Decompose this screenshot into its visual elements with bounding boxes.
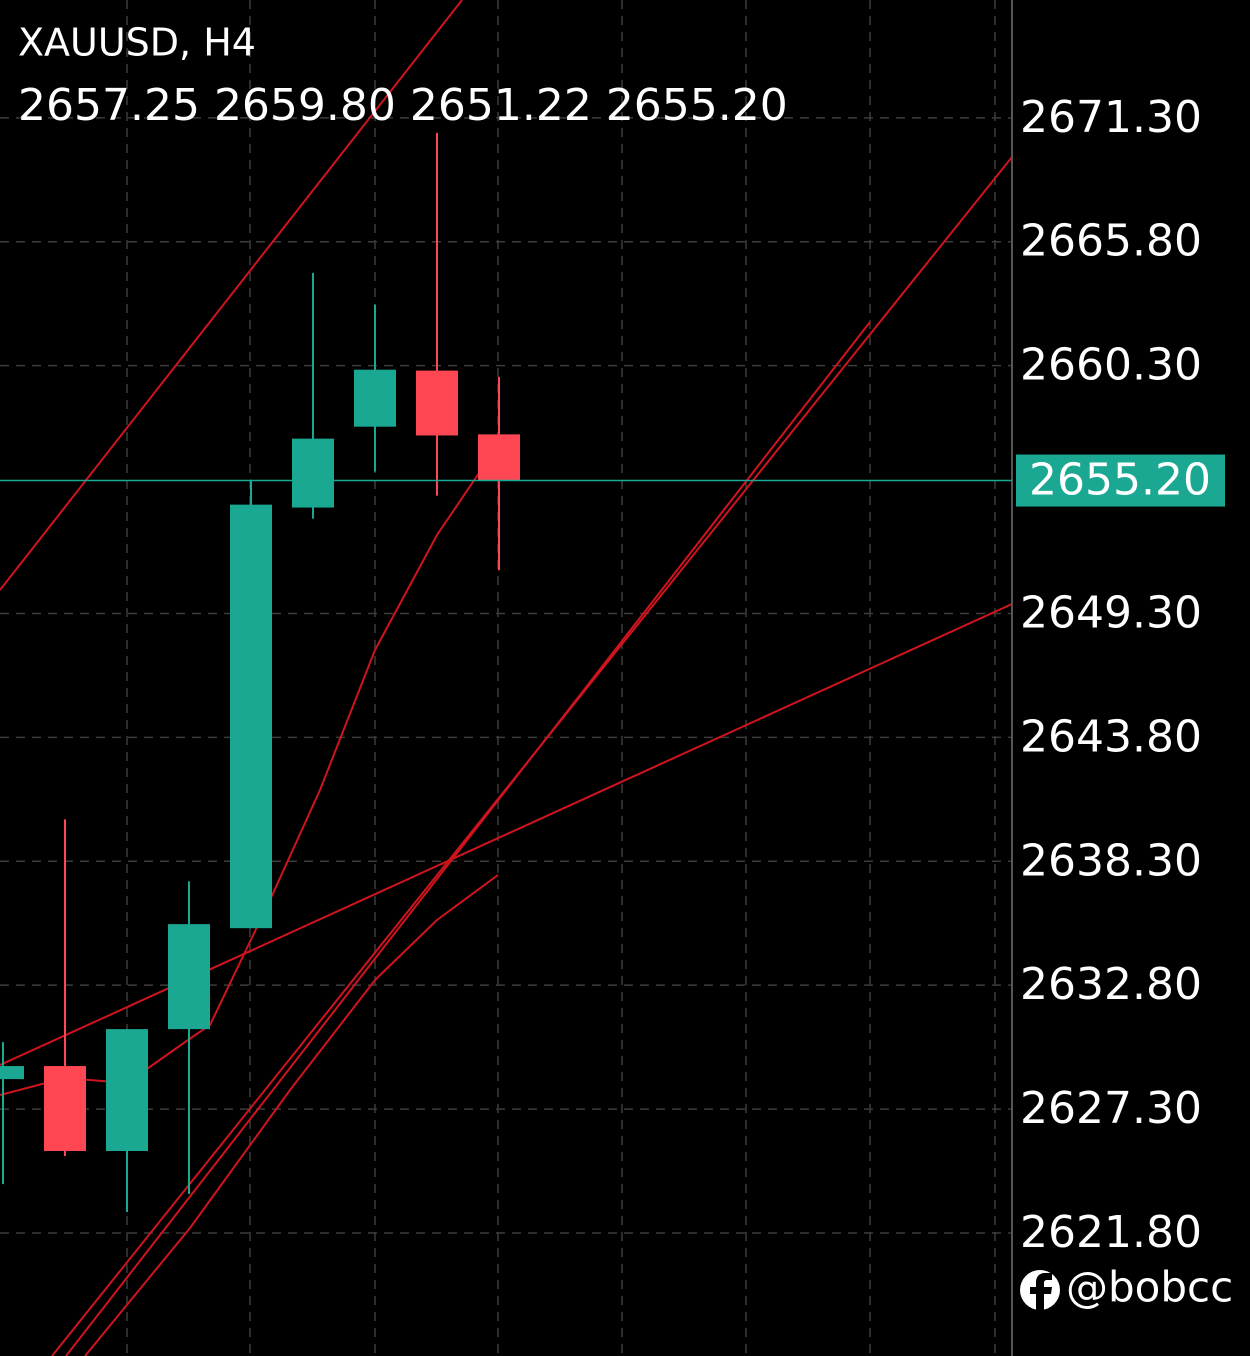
y-tick-label: 2643.80 <box>1020 711 1202 762</box>
y-tick-label: 2671.30 <box>1020 92 1202 143</box>
candle-body <box>478 434 520 481</box>
watermark: @bobcc <box>1066 1263 1233 1312</box>
price-label-box <box>1016 454 1225 507</box>
y-tick-label: 2632.80 <box>1020 959 1202 1010</box>
y-tick-label: 2665.80 <box>1020 216 1202 267</box>
candle-body <box>416 370 458 436</box>
price-label: 2655.20 <box>1029 455 1211 506</box>
chart-title: XAUUSD, H4 <box>18 21 256 65</box>
ohlc-quote: 2657.25 2659.80 2651.22 2655.20 <box>18 80 788 131</box>
watermark-icon <box>1020 1270 1060 1312</box>
candle-body <box>292 438 334 508</box>
candle-body <box>168 924 210 1030</box>
candle-body <box>44 1066 86 1151</box>
y-tick-label: 2638.30 <box>1020 835 1202 886</box>
indicators <box>0 0 1013 1356</box>
candle-body <box>106 1029 148 1151</box>
candle-body <box>230 504 272 929</box>
y-tick-label: 2649.30 <box>1020 587 1202 638</box>
price-axis: 2671.30 2665.80 2660.30 2649.30 2643.80 2638.… <box>0 92 1225 1258</box>
candle-body <box>0 1066 24 1080</box>
candle-body <box>354 369 396 427</box>
y-tick-label: 2621.80 <box>1020 1207 1202 1258</box>
y-tick-label: 2660.30 <box>1020 340 1202 391</box>
candles <box>0 132 520 1213</box>
y-tick-label: 2627.30 <box>1020 1083 1202 1134</box>
